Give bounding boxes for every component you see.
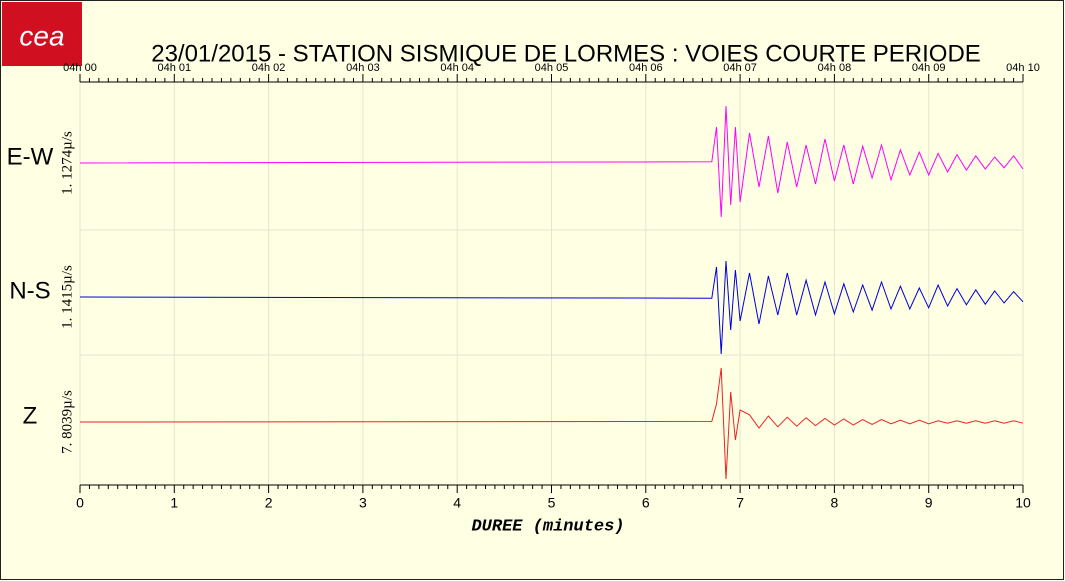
top-tick-label: 04h 03 [346, 62, 380, 74]
top-tick-label: 04h 08 [818, 62, 852, 74]
trace [79, 105, 1024, 218]
channel-label: E-W [7, 143, 54, 170]
channel-label: Z [23, 402, 38, 429]
top-tick-label: 04h 09 [912, 62, 946, 74]
x-tick-label: 1 [170, 495, 178, 511]
x-tick-label: 9 [925, 495, 933, 511]
scale-label: 1. 1274µ/s [59, 131, 75, 195]
top-tick-label: 04h 02 [252, 62, 286, 74]
top-tick-label: 04h 06 [629, 62, 663, 74]
trace [79, 260, 1024, 355]
x-tick-label: 8 [831, 495, 839, 511]
x-tick-label: 6 [642, 495, 650, 511]
x-axis-label: DUREE (minutes) [471, 517, 624, 536]
chart-title: 23/01/2015 - STATION SISMIQUE DE LORMES … [151, 40, 981, 67]
scale-label: 7. 8039µ/s [59, 390, 75, 454]
top-tick-label: 04h 05 [535, 62, 569, 74]
x-tick-label: 10 [1015, 495, 1031, 511]
top-tick-label: 04h 00 [63, 62, 97, 74]
top-tick-label: 04h 01 [157, 62, 191, 74]
x-tick-label: 7 [736, 495, 744, 511]
channel-label: N-S [9, 277, 50, 304]
x-tick-label: 4 [453, 495, 461, 511]
top-tick-label: 04h 07 [723, 62, 757, 74]
trace [79, 367, 1024, 480]
x-tick-label: 2 [265, 495, 273, 511]
logo: cea [19, 20, 64, 51]
logo-box [2, 2, 82, 66]
x-tick-label: 0 [76, 495, 84, 511]
top-tick-label: 04h 10 [1006, 62, 1040, 74]
scale-label: 1. 1415µ/s [59, 265, 75, 329]
top-tick-label: 04h 04 [440, 62, 474, 74]
x-tick-label: 5 [548, 495, 556, 511]
x-tick-label: 3 [359, 495, 367, 511]
